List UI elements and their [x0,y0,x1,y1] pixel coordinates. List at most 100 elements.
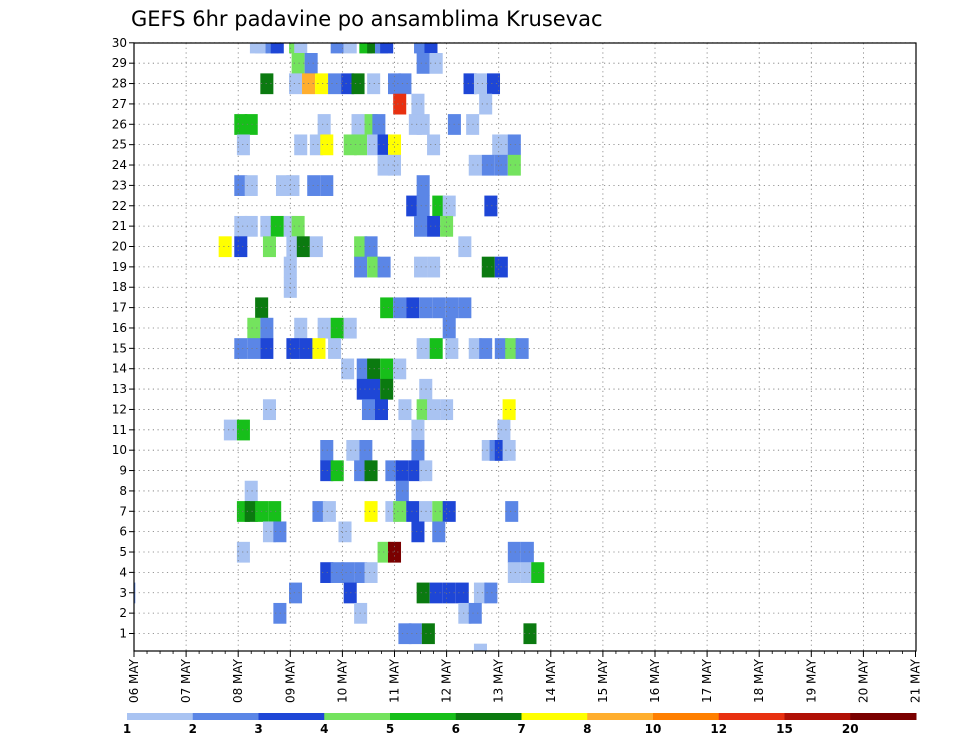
x-tick-label: 16 MAY [648,658,662,703]
y-tick-label: 2 [119,606,127,620]
x-tick-label: 06 MAY [127,658,141,703]
heatmap-cell [505,501,519,522]
heatmap-cell [309,236,323,258]
heatmap-cell [286,236,300,258]
heatmap-cell [486,73,501,95]
heatmap-cell [393,501,407,522]
heatmap-cell [343,43,357,54]
heatmap-cell [60,196,73,217]
heatmap-cell [427,399,441,421]
heatmap-cell [424,43,438,54]
heatmap-cell [484,582,498,604]
heatmap-cell [385,460,399,482]
heatmap-cell [262,521,276,543]
heatmap-cell [406,297,420,319]
heatmap-cell [283,256,297,278]
y-tick-label: 12 [112,402,127,416]
y-tick-label: 3 [119,586,127,600]
heatmap-cell [234,215,248,237]
y-tick-label: 1 [119,627,127,641]
colorbar-swatch [390,713,457,720]
colorbar-swatch [521,713,588,720]
x-tick-label: 19 MAY [804,658,818,703]
colorbar-swatch [784,713,851,720]
heatmap-cell [502,399,516,421]
heatmap-cell [479,338,493,359]
y-tick-label: 30 [112,36,127,50]
heatmap-cell [374,399,388,421]
colorbar-swatch [455,713,522,720]
heatmap-cell [463,73,477,95]
heatmap-cell [416,175,430,196]
y-tick-label: 24 [112,158,127,172]
heatmap-cell [234,236,248,258]
colorbar-label: 1 [123,722,131,736]
heatmap-cell [458,297,472,319]
heatmap-cell [328,73,342,95]
y-tick-label: 4 [119,565,127,579]
heatmap-cell [289,73,303,95]
heatmap-cell [291,215,305,237]
y-tick-label: 18 [112,280,127,294]
heatmap-cell [427,134,441,156]
heatmap-cell [234,114,248,135]
heatmap-cell [507,154,521,176]
heatmap-cell [361,399,375,421]
x-tick-label: 15 MAY [596,658,610,703]
heatmap-cell [387,134,402,156]
heatmap-cell [445,297,459,319]
heatmap-cell [304,53,318,74]
heatmap-cell [234,338,248,359]
heatmap-cell [429,582,443,604]
heatmap-cell [244,501,258,522]
heatmap-cell [312,501,326,522]
heatmap-cell [315,73,329,95]
y-tick-label: 17 [112,301,127,315]
heatmap-cell [260,73,274,95]
heatmap-cell [247,317,261,339]
colorbar-label: 20 [842,722,859,736]
colorbar-label: 4 [320,722,328,736]
heatmap-cell [244,480,258,502]
heatmap-cell [427,215,441,237]
colorbar-swatch [258,713,325,720]
grid-lines [134,42,916,651]
heatmap-cell [270,215,284,237]
heatmap-cell [458,236,472,258]
heatmap-cell [468,338,482,359]
heatmap-cell [507,562,521,583]
x-tick-label: 18 MAY [752,658,766,703]
heatmap-cell [380,358,394,380]
heatmap-cell [393,93,407,115]
heatmap-cell [317,317,331,339]
heatmap-cell [468,154,482,176]
y-tick-label: 14 [112,362,127,376]
colorbar-label: 2 [189,722,197,736]
heatmap-cell [312,338,326,359]
heatmap-cell [507,134,521,156]
heatmap-cell [429,53,443,74]
heatmap-cell [484,195,498,217]
heatmap-cell [338,521,352,543]
heatmap-cell [507,541,521,563]
heatmap-cell [364,236,378,258]
heatmap-cell [364,501,378,522]
heatmap-cell [364,460,378,482]
heatmap-cell [247,338,261,359]
heatmap-cell [398,623,412,645]
heatmap-cell [346,440,360,461]
heatmap-cell [291,53,305,74]
colorbar-label: 12 [710,722,727,736]
heatmap-cell [468,602,482,624]
y-tick-label: 8 [119,484,127,498]
y-tick-label: 11 [112,423,127,437]
heatmap-cell [406,195,420,217]
heatmap-cell [359,440,373,461]
heatmap-cell [429,338,443,359]
heatmap-cell [236,134,250,156]
heatmap-cell [398,399,412,421]
heatmap-cell [380,378,394,400]
y-tick-label: 10 [112,443,127,457]
x-tick-label: 07 MAY [179,658,193,703]
